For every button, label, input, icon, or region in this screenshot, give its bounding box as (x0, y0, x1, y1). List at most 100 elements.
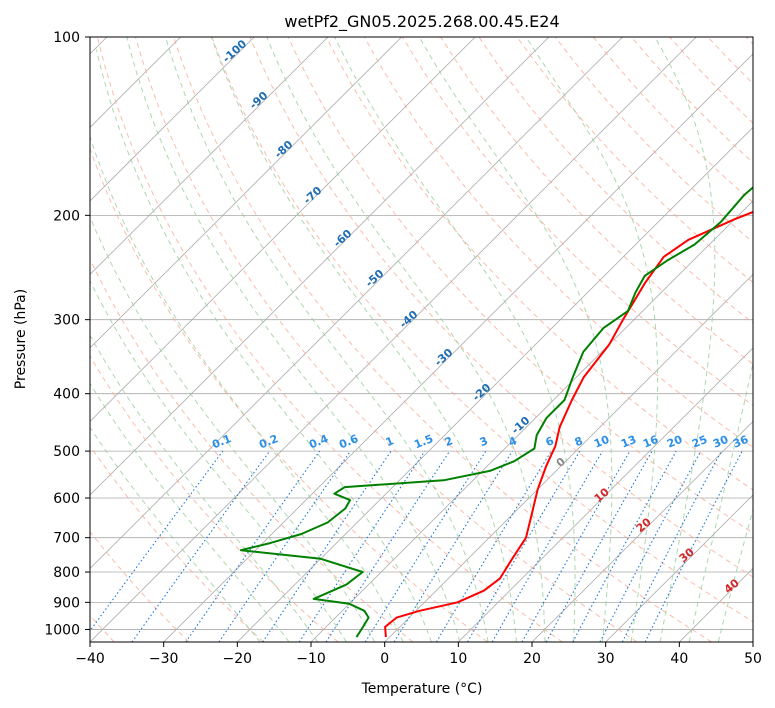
moist-adiabat-label: 20 (634, 515, 654, 535)
mixing-ratio-line (325, 450, 451, 642)
y-tick-label: 700 (53, 531, 80, 547)
mixing-ratio-line (262, 450, 392, 642)
y-tick-label: 500 (53, 444, 80, 460)
mixing-ratio-line (364, 450, 487, 642)
y-tick-label: 100 (53, 30, 80, 46)
moist-adiabat-label: 40 (722, 576, 742, 596)
dry-adiabat-label: -20 (470, 381, 494, 404)
moist-adiabat-line (688, 361, 753, 642)
dry-adiabat-line (745, 37, 753, 45)
x-tick-label: −10 (296, 651, 326, 667)
mixing-ratio-line (131, 450, 271, 642)
moist-adiabat-line (266, 37, 546, 642)
dry-adiabat-line (478, 37, 753, 324)
mixing-ratio-label: 0.4 (307, 432, 330, 451)
mixing-ratio-line (435, 450, 552, 642)
isotherm-line (90, 37, 255, 202)
x-tick-label: 50 (744, 651, 762, 667)
dry-adiabat-line (90, 445, 264, 642)
isotherm-line (163, 53, 753, 642)
mixing-ratio-label: 1 (384, 434, 396, 449)
moist-adiabat-line (90, 215, 376, 642)
y-tick-label: 1000 (44, 622, 80, 638)
dry-adiabat-label: -90 (247, 89, 271, 112)
dry-adiabat-line (90, 530, 190, 642)
isotherm-line (752, 641, 753, 642)
x-axis-label: Temperature (°C) (361, 681, 483, 697)
isotherm-line (458, 347, 753, 642)
mixing-ratio-label: 8 (573, 434, 585, 449)
isotherm-line (90, 37, 550, 496)
mixing-ratio-label: 0.1 (210, 432, 233, 451)
mixing-ratio-label: 20 (665, 433, 684, 451)
mixing-ratio-line (572, 450, 677, 642)
mixing-ratio-line (545, 450, 653, 642)
dry-adiabat-label: -50 (363, 267, 387, 290)
moist-adiabat-line (211, 37, 517, 642)
isotherm-line (531, 420, 753, 642)
mixing-ratio-label: 30 (711, 433, 730, 451)
y-axis: 1000 900 800 700 600 500 400 300 200 100 (44, 30, 90, 638)
x-tick-label: 0 (380, 651, 389, 667)
y-axis-label: Pressure (hPa) (13, 289, 29, 389)
dry-adiabat-label: -80 (272, 138, 296, 161)
dry-adiabat-label: -40 (397, 308, 421, 331)
isotherm-line (90, 37, 402, 349)
mixing-ratio-label: 2 (443, 434, 455, 449)
dry-adiabat-line (287, 37, 753, 534)
moist-adiabat-line (654, 37, 716, 642)
y-tick-label: 400 (53, 387, 80, 403)
plot-frame (89, 36, 754, 643)
isotherm-line (90, 37, 476, 423)
dry-adiabat-label: -30 (432, 346, 456, 369)
y-tick-label: 900 (53, 595, 80, 611)
dry-adiabat-line (90, 258, 414, 642)
dry-adiabat-label: -10 (509, 414, 533, 437)
y-tick-label: 800 (53, 565, 80, 581)
isotherm-line (90, 37, 697, 642)
mixing-ratio-lines (90, 450, 743, 642)
dewpoint-profile (239, 186, 753, 638)
x-axis: −40 −30 −20 −10 0 10 20 30 40 50 (75, 642, 762, 667)
mixing-ratio-line (298, 450, 426, 642)
pressure-gridlines (90, 37, 753, 630)
moist-adiabat-label: 10 (592, 485, 612, 505)
mixing-ratio-label: 16 (641, 433, 660, 451)
x-tick-label: 30 (597, 651, 615, 667)
isotherm-lines (90, 37, 753, 642)
isotherm-line (384, 273, 753, 642)
moist-adiabat-line (165, 37, 489, 642)
mixing-ratio-label: 25 (690, 433, 709, 451)
dry-adiabat-line (402, 37, 753, 406)
mixing-ratio-label: 3 (478, 434, 490, 449)
moist-adiabat-line (90, 135, 404, 642)
temperature-profile (384, 210, 753, 638)
dry-adiabat-line (211, 37, 753, 623)
y-tick-label: 200 (53, 208, 80, 224)
moist-adiabat-label: 0 (554, 455, 568, 470)
x-tick-label: 40 (670, 651, 688, 667)
x-tick-label: 10 (449, 651, 467, 667)
moist-adiabat-line (90, 382, 290, 642)
mixing-ratio-line (218, 450, 351, 642)
isotherm-line (679, 567, 753, 642)
moist-adiabat-line (95, 49, 432, 642)
mixing-ratio-label: 0.6 (337, 432, 360, 451)
mixing-ratio-line (393, 450, 513, 642)
moist-adiabat-line (90, 334, 319, 642)
moist-adiabat-line (90, 426, 261, 642)
dry-adiabat-line (516, 37, 753, 284)
isotherm-line (90, 37, 623, 570)
mixing-ratio-line (185, 450, 321, 642)
y-tick-label: 300 (53, 313, 80, 329)
moist-adiabat-line (418, 37, 613, 642)
x-tick-label: −20 (223, 651, 253, 667)
mixing-ratio-label: 36 (731, 433, 750, 451)
y-tick-label: 600 (53, 491, 80, 507)
moist-adiabat-line (90, 279, 347, 642)
isotherm-line (605, 494, 753, 642)
moist-adiabat-line (334, 37, 576, 642)
dry-adiabat-line (90, 355, 339, 642)
dry-adiabat-line (90, 147, 488, 642)
